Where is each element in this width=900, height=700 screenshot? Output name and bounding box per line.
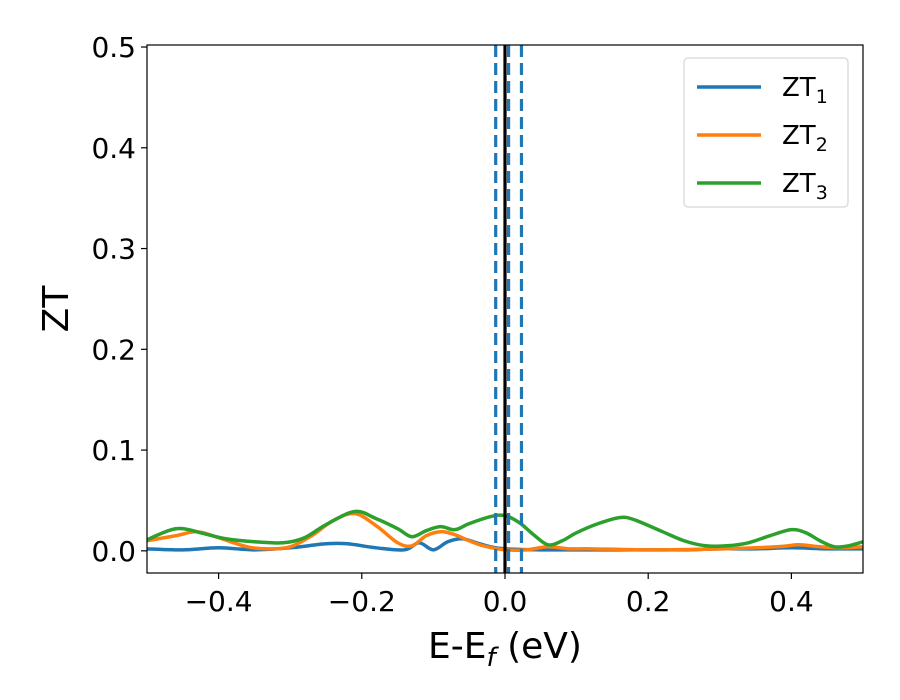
x-tick-label: −0.4	[185, 585, 253, 618]
series-line-zt2	[147, 511, 863, 553]
y-tick-label: 0.5	[91, 31, 136, 64]
y-tick-label: 0.2	[91, 333, 136, 366]
legend-item-zt2: ZT2	[697, 121, 828, 156]
y-tick-label: 0.4	[91, 132, 136, 165]
x-tick-label: 0.2	[626, 585, 671, 618]
x-axis-title-main: E-E	[428, 626, 486, 667]
legend-item-zt3: ZT3	[697, 169, 828, 204]
y-axis-title: ZT	[36, 285, 77, 333]
x-axis-ticks: −0.4 −0.2 0.0 0.2 0.4	[185, 573, 814, 618]
y-tick-label: 0.3	[91, 233, 136, 266]
y-tick-label: 0.1	[91, 434, 136, 467]
legend-label: ZT3	[782, 169, 828, 204]
x-axis-title: E-Ef (eV)	[428, 626, 582, 673]
legend-box	[683, 57, 849, 208]
reference-lines	[494, 45, 524, 573]
y-axis-ticks: 0.0 0.1 0.2 0.3 0.4 0.5	[91, 31, 147, 568]
x-tick-label: 0.4	[769, 585, 814, 618]
series-layer	[147, 509, 863, 553]
series-line-zt3	[147, 509, 863, 549]
legend-label: ZT1	[782, 73, 828, 108]
x-tick-label: −0.2	[328, 585, 396, 618]
x-axis-title-unit: (eV)	[496, 626, 582, 667]
legend-items: ZT1 ZT2 ZT3	[697, 73, 828, 204]
legend-label: ZT2	[782, 121, 828, 156]
legend: ZT1 ZT2 ZT3	[683, 57, 849, 208]
x-tick-label: 0.0	[483, 585, 528, 618]
y-tick-label: 0.0	[91, 535, 136, 568]
legend-item-zt1: ZT1	[697, 73, 828, 108]
